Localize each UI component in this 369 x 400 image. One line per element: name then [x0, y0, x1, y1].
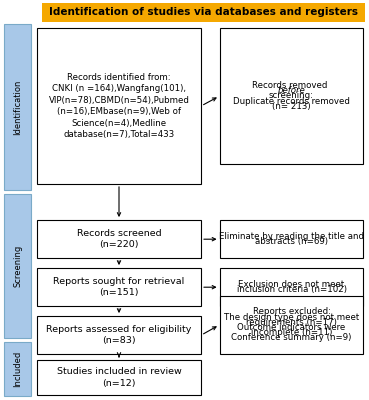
Text: Reports sought for retrieval
(n=151): Reports sought for retrieval (n=151) — [54, 277, 184, 297]
Bar — [4, 194, 31, 338]
Bar — [37, 28, 201, 184]
Text: Included: Included — [13, 351, 22, 387]
Bar — [37, 360, 201, 395]
Text: requirements (n=17): requirements (n=17) — [246, 318, 337, 327]
Text: Identification: Identification — [13, 79, 22, 135]
Text: Records removed: Records removed — [252, 81, 331, 90]
Bar — [220, 268, 363, 306]
Text: Records identified from:
CNKI (n =164),Wangfang(101),
VIP(n=78),CBMD(n=54),Pubme: Records identified from: CNKI (n =164),W… — [49, 73, 189, 139]
Text: before: before — [277, 86, 306, 95]
Text: Exclusion does not meet: Exclusion does not meet — [238, 280, 345, 289]
Text: Duplicate records removed: Duplicate records removed — [233, 97, 350, 106]
Text: Identification of studies via databases and registers: Identification of studies via databases … — [49, 8, 358, 18]
Bar — [37, 268, 201, 306]
Text: Eliminate by reading the title and: Eliminate by reading the title and — [219, 232, 364, 241]
Bar — [220, 28, 363, 164]
Text: Screening: Screening — [13, 245, 22, 287]
Text: screening:: screening: — [269, 92, 314, 100]
Text: Records screened
(n=220): Records screened (n=220) — [77, 229, 161, 249]
Text: abstracts (n=69): abstracts (n=69) — [255, 237, 328, 246]
Bar — [42, 3, 365, 22]
Bar — [4, 24, 31, 190]
Text: Studies included in review
(n=12): Studies included in review (n=12) — [56, 367, 182, 388]
Text: inclusion criteria (n=102): inclusion criteria (n=102) — [237, 285, 346, 294]
Text: Reports assessed for eligibility
(n=83): Reports assessed for eligibility (n=83) — [46, 325, 192, 345]
Text: Reports excluded:: Reports excluded: — [252, 308, 331, 316]
Bar — [4, 342, 31, 396]
Text: Conference summary (n=9): Conference summary (n=9) — [231, 334, 352, 342]
Text: Outcome indicators were: Outcome indicators were — [237, 323, 346, 332]
Text: (n= 213): (n= 213) — [272, 102, 311, 111]
Text: incomplete (n=11): incomplete (n=11) — [251, 328, 332, 337]
Bar — [37, 220, 201, 258]
Bar — [220, 296, 363, 354]
Bar — [220, 220, 363, 258]
Bar — [37, 316, 201, 354]
Text: The design type does not meet: The design type does not meet — [224, 313, 359, 322]
